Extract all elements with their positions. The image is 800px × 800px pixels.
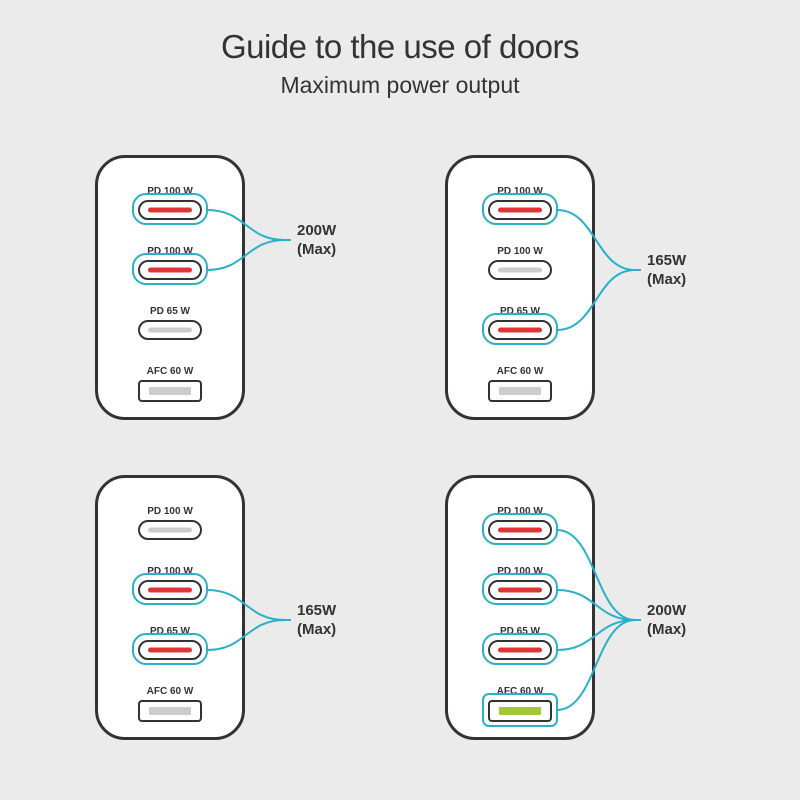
usb-a-port [138,700,202,722]
port-label: AFC 60 W [480,686,560,697]
port-contact [148,268,192,273]
device-cell: PD 100 W PD 100 W PD 65 W AFC 60 W 200W(Max) [85,155,445,455]
port-contact [498,208,542,213]
power-value: 200W [647,602,686,621]
usb-c-port [488,260,552,280]
power-suffix: (Max) [297,241,336,260]
port-label: PD 65 W [480,626,560,637]
usb-c-port [138,200,202,220]
usb-a-port [488,700,552,722]
device-cell: PD 100 W PD 100 W PD 65 W AFC 60 W 165W(Max) [435,155,795,455]
usb-c-port [138,260,202,280]
port-contact [149,387,191,395]
port-group: PD 100 W [130,506,210,540]
port-group: PD 100 W [480,186,560,220]
port-label: PD 100 W [130,186,210,197]
port-contact [498,268,542,273]
port-label: AFC 60 W [130,366,210,377]
power-output-label: 200W(Max) [297,222,336,260]
port-group: AFC 60 W [130,366,210,402]
port-contact [149,707,191,715]
port-label: PD 100 W [480,506,560,517]
port-group: PD 65 W [480,626,560,660]
port-contact [148,588,192,593]
page-title: Guide to the use of doors [0,0,800,66]
port-label: AFC 60 W [480,366,560,377]
usb-c-port [488,200,552,220]
port-label: PD 65 W [130,626,210,637]
port-label: PD 100 W [480,186,560,197]
power-suffix: (Max) [647,271,686,290]
port-group: PD 100 W [130,566,210,600]
port-label: PD 65 W [480,306,560,317]
port-group: AFC 60 W [130,686,210,722]
port-group: PD 100 W [130,246,210,280]
port-contact [148,648,192,653]
port-label: AFC 60 W [130,686,210,697]
port-group: AFC 60 W [480,686,560,722]
port-label: PD 100 W [130,566,210,577]
port-contact [499,387,541,395]
port-contact [148,328,192,333]
charger-device: PD 100 W PD 100 W PD 65 W AFC 60 W [445,155,595,420]
usb-c-port [488,640,552,660]
port-contact [498,648,542,653]
port-group: PD 65 W [480,306,560,340]
power-value: 165W [297,602,336,621]
port-group: PD 100 W [480,506,560,540]
power-suffix: (Max) [647,621,686,640]
device-grid: PD 100 WPD 100 WPD 65 WAFC 60 W200W(Max)… [0,145,800,785]
usb-c-port [138,320,202,340]
power-output-label: 165W(Max) [297,602,336,640]
port-contact [148,528,192,533]
port-contact [498,528,542,533]
port-group: AFC 60 W [480,366,560,402]
power-output-label: 200W(Max) [647,602,686,640]
port-label: PD 65 W [130,306,210,317]
port-label: PD 100 W [480,246,560,257]
usb-c-port [138,520,202,540]
port-group: PD 65 W [130,626,210,660]
port-contact [498,328,542,333]
port-contact [499,707,541,715]
usb-c-port [488,520,552,540]
usb-c-port [138,640,202,660]
power-value: 200W [297,222,336,241]
usb-c-port [138,580,202,600]
port-group: PD 100 W [130,186,210,220]
device-cell: PD 100 W PD 100 W PD 65 W AFC 60 W 200W(Max) [435,475,795,775]
device-cell: PD 100 W PD 100 W PD 65 W AFC 60 W 165W(Max) [85,475,445,775]
power-value: 165W [647,252,686,271]
port-group: PD 100 W [480,566,560,600]
port-group: PD 100 W [480,246,560,280]
port-contact [148,208,192,213]
usb-c-port [488,320,552,340]
power-output-label: 165W(Max) [647,252,686,290]
port-label: PD 100 W [130,246,210,257]
page-subtitle: Maximum power output [0,72,800,99]
usb-c-port [488,580,552,600]
port-label: PD 100 W [130,506,210,517]
port-label: PD 100 W [480,566,560,577]
port-group: PD 65 W [130,306,210,340]
charger-device: PD 100 W PD 100 W PD 65 W AFC 60 W [95,155,245,420]
charger-device: PD 100 W PD 100 W PD 65 W AFC 60 W [95,475,245,740]
usb-a-port [488,380,552,402]
usb-a-port [138,380,202,402]
port-contact [498,588,542,593]
power-suffix: (Max) [297,621,336,640]
charger-device: PD 100 W PD 100 W PD 65 W AFC 60 W [445,475,595,740]
